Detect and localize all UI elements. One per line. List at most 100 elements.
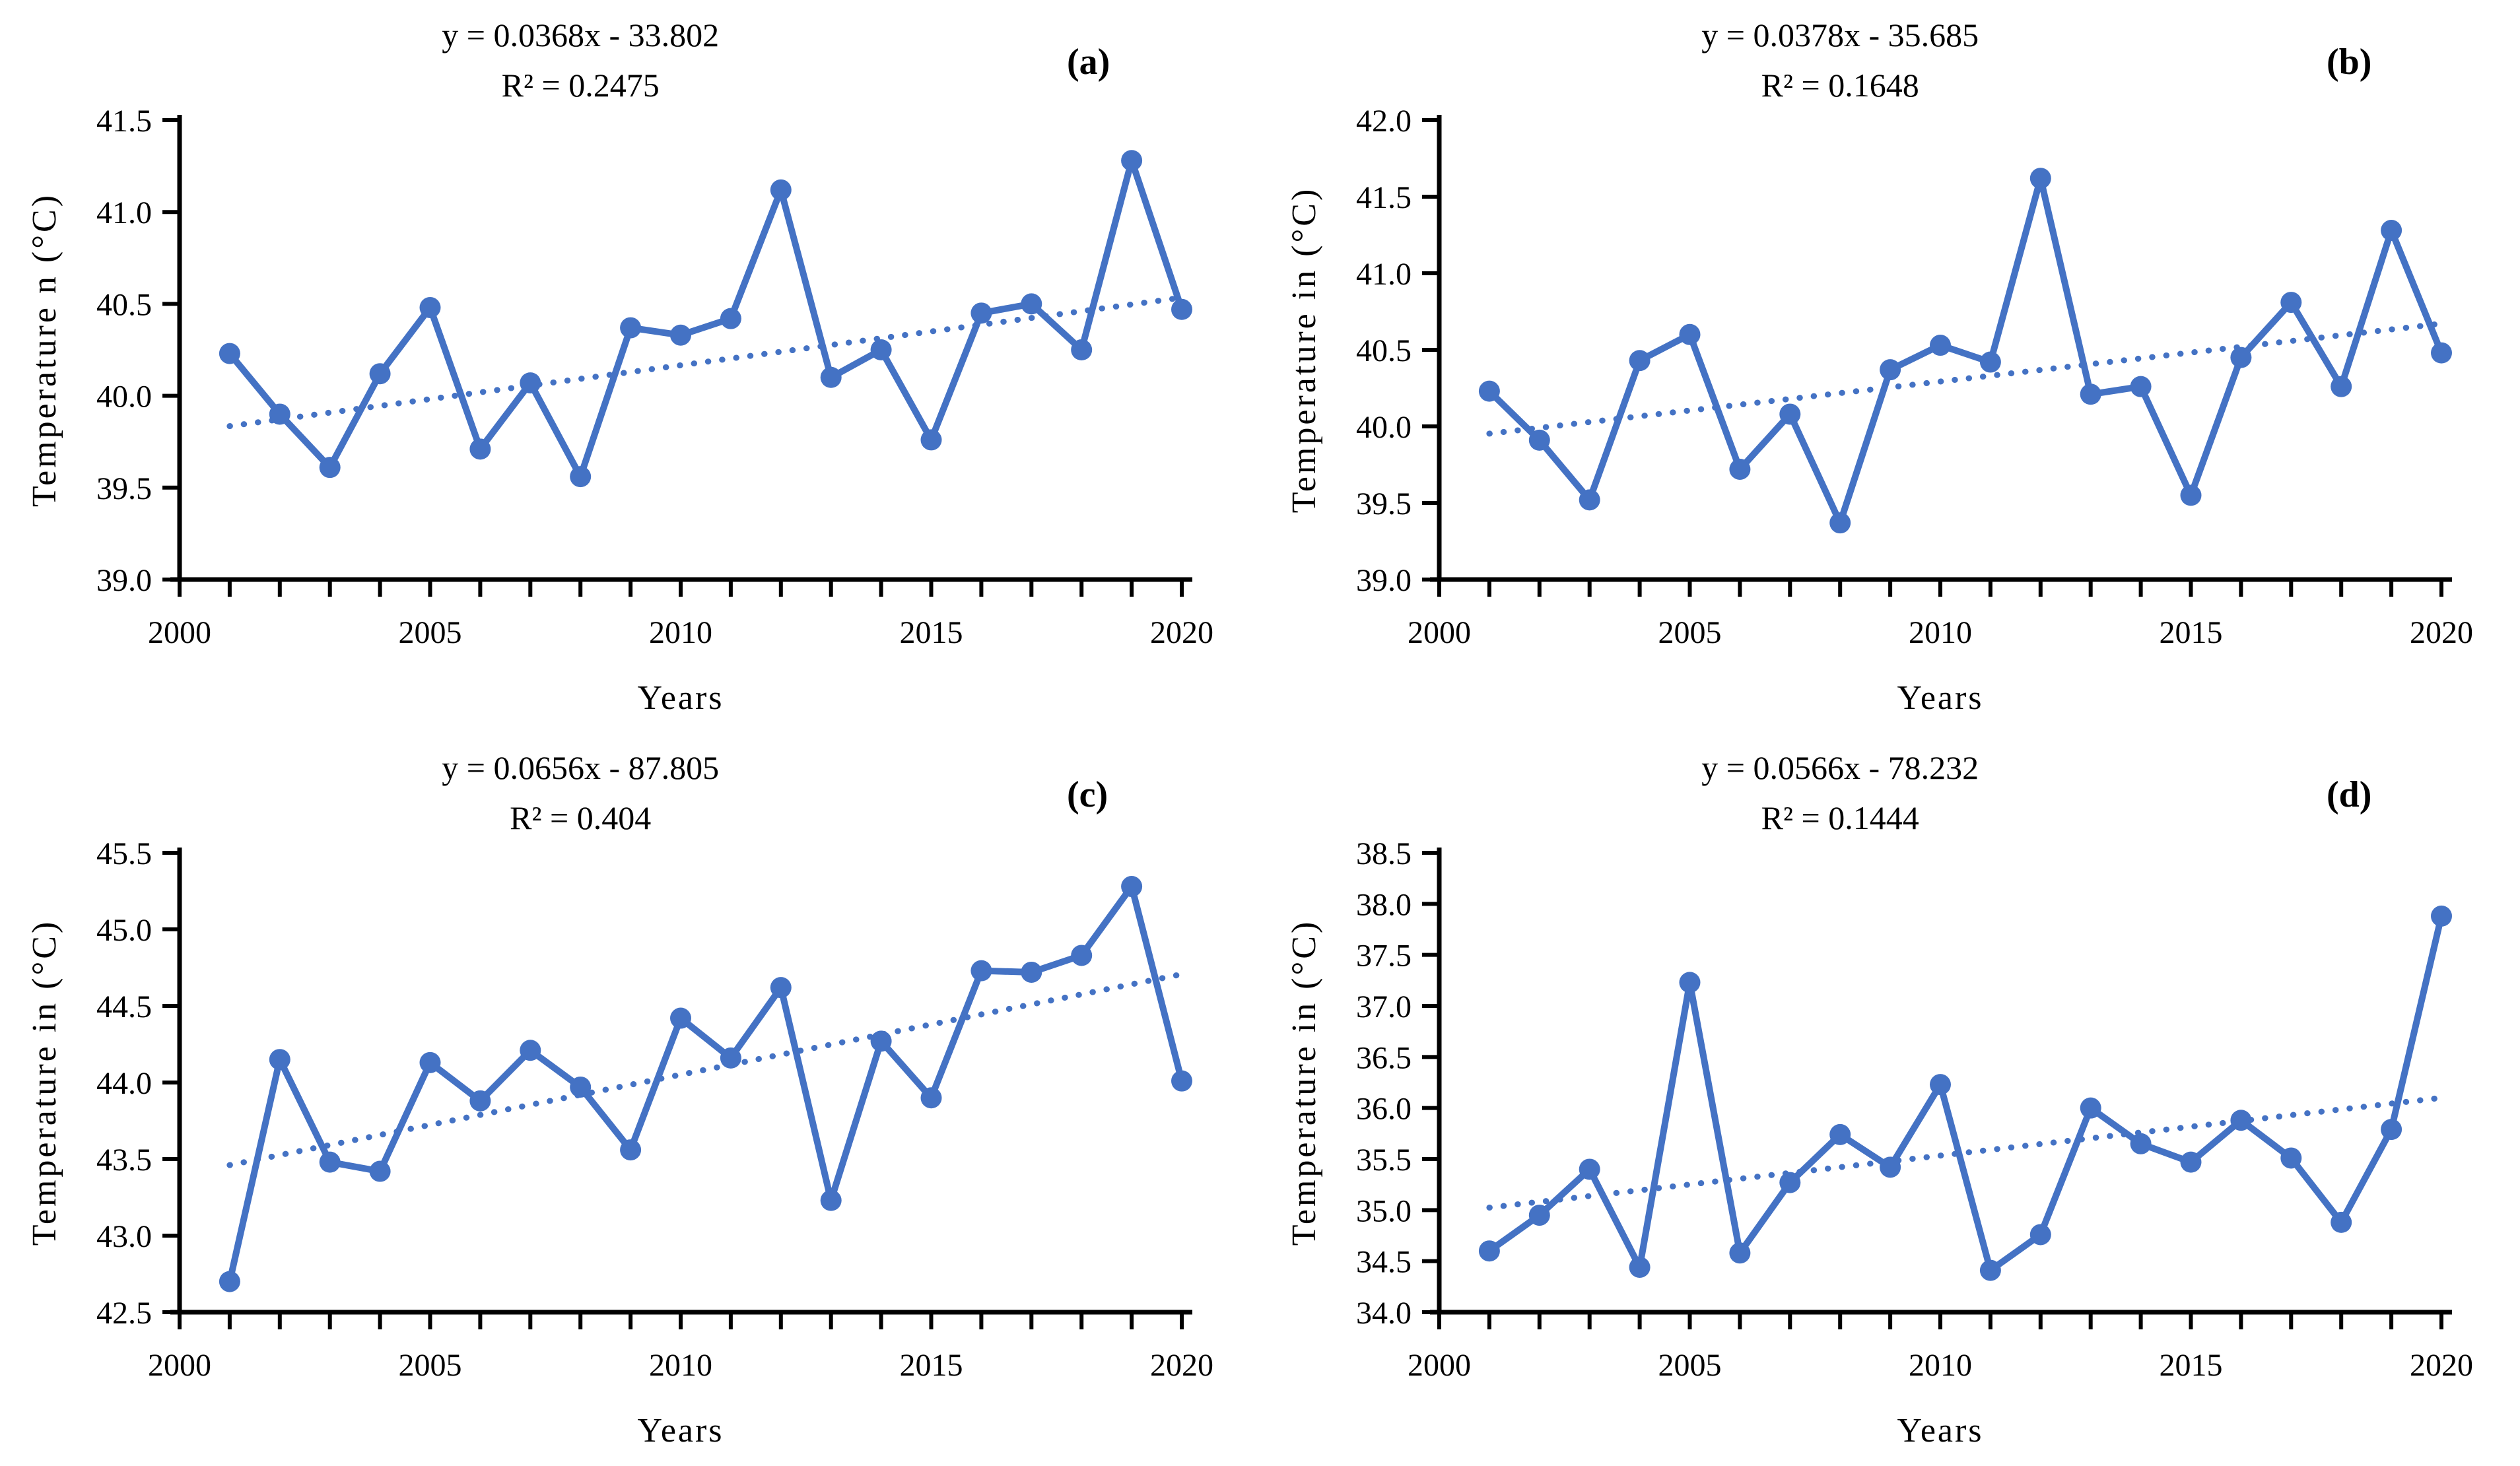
y-axis-tick-label: 39.0	[96, 563, 152, 598]
data-point-marker	[1629, 350, 1651, 372]
trendline	[226, 294, 1185, 430]
panel-label: (c)	[1067, 774, 1108, 815]
data-series-line	[1485, 175, 2445, 527]
y-axis-tick-label: 41.0	[96, 195, 152, 230]
y-axis-tick-label: 43.0	[96, 1219, 152, 1254]
x-axis-tick-label: 2010	[1909, 615, 1972, 650]
x-axis-tick-label: 2000	[148, 1348, 211, 1383]
data-point-marker	[1579, 1158, 1600, 1180]
y-axis-tick-label: 45.0	[96, 913, 152, 948]
x-axis-title: Years	[637, 679, 724, 717]
y-axis-tick-label: 43.5	[96, 1143, 152, 1178]
data-series-line	[226, 157, 1185, 481]
r-squared-label: R² = 0.1444	[1761, 799, 1919, 836]
data-point-marker	[1579, 489, 1600, 511]
data-point-marker	[720, 1047, 741, 1069]
y-axis-title: Temperature in (°C)	[1285, 187, 1323, 514]
x-axis-title: Years	[1897, 679, 1983, 717]
x-axis-tick-label: 2020	[2410, 615, 2473, 650]
data-point-marker	[620, 1139, 642, 1161]
chart-svg-d: y = 0.0566x - 78.232 R² = 0.1444 (d) 34.0 34…	[1285, 749, 2473, 1449]
data-point-marker	[1979, 351, 2001, 373]
data-point-marker	[2180, 484, 2202, 506]
data-point-marker	[620, 317, 642, 339]
x-axis-tick-label: 2020	[2410, 1348, 2473, 1383]
data-series-line	[226, 883, 1185, 1285]
x-axis-tick-label: 2020	[1150, 615, 1213, 650]
data-point-marker	[2331, 376, 2352, 397]
data-point-marker	[820, 366, 842, 388]
trendline-equation-label: y = 0.0378x - 35.685	[1701, 17, 1979, 53]
chart-svg-b: y = 0.0378x - 35.685 R² = 0.1648 (b) 39.0 39…	[1285, 17, 2473, 717]
y-axis-tick-label: 44.5	[96, 989, 152, 1024]
data-point-marker	[1930, 1074, 1951, 1096]
data-point-marker	[1021, 293, 1042, 315]
data-point-marker	[1528, 429, 1550, 451]
x-axis-title: Years	[637, 1412, 724, 1449]
chart-panel-c: y = 0.0656x - 87.805 R² = 0.404 (c) 42.5 43.…	[0, 733, 1260, 1465]
data-point-marker	[1779, 1172, 1801, 1193]
data-point-marker	[2080, 383, 2101, 405]
y-axis-tick-label: 40.0	[1356, 410, 1412, 445]
data-point-marker	[920, 1087, 942, 1109]
panel-label: (a)	[1067, 42, 1110, 83]
y-axis-tick-label: 45.5	[96, 836, 152, 871]
panel-label: (b)	[2327, 42, 2371, 83]
data-point-marker	[570, 466, 592, 488]
data-point-marker	[520, 372, 541, 394]
data-point-marker	[269, 1049, 290, 1071]
data-point-marker	[770, 179, 792, 201]
y-axis-tick-label: 41.5	[96, 104, 152, 139]
trendline-equation-label: y = 0.0368x - 33.802	[442, 17, 719, 53]
data-point-marker	[1171, 1070, 1192, 1092]
chart-panel-b: y = 0.0378x - 35.685 R² = 0.1648 (b) 39.0 39…	[1260, 0, 2519, 733]
r-squared-label: R² = 0.1648	[1761, 67, 1919, 104]
data-point-marker	[2381, 220, 2402, 242]
data-point-marker	[1171, 298, 1192, 320]
y-axis-tick-label: 41.0	[1356, 257, 1412, 292]
data-point-marker	[2381, 1119, 2402, 1141]
data-point-marker	[1979, 1259, 2001, 1281]
x-axis-tick-label: 2015	[900, 1348, 963, 1383]
y-axis-title: Temperature n (°C)	[26, 193, 63, 507]
panel-label: (d)	[2327, 774, 2371, 815]
data-point-marker	[1880, 359, 1901, 381]
y-axis-tick-label: 34.0	[1356, 1296, 1412, 1331]
data-point-marker	[1629, 1256, 1651, 1278]
data-point-marker	[971, 960, 992, 982]
data-point-marker	[2180, 1151, 2202, 1173]
data-point-marker	[2230, 347, 2252, 368]
trendline-equation-label: y = 0.0566x - 78.232	[1701, 749, 1979, 786]
data-point-marker	[2280, 1147, 2302, 1169]
data-point-marker	[2431, 342, 2452, 364]
trendline-equation-label: y = 0.0656x - 87.805	[442, 749, 719, 786]
y-axis-tick-label: 40.5	[1356, 333, 1412, 368]
y-axis-title: Temperature in (°C)	[1285, 919, 1323, 1246]
x-axis-tick-label: 2010	[1909, 1348, 1972, 1383]
x-axis-tick-label: 2005	[399, 615, 462, 650]
data-point-marker	[2230, 1110, 2252, 1131]
x-axis-tick-label: 2015	[2160, 1348, 2223, 1383]
data-point-marker	[2280, 292, 2302, 314]
data-point-marker	[2130, 376, 2152, 397]
y-axis-tick-label: 38.0	[1356, 887, 1412, 922]
y-axis-tick-label: 42.0	[1356, 104, 1412, 139]
chart-panel-d: y = 0.0566x - 78.232 R² = 0.1444 (d) 34.0 34…	[1260, 733, 2519, 1465]
data-point-marker	[319, 1151, 341, 1173]
x-axis-tick-label: 2010	[649, 615, 712, 650]
data-point-marker	[1478, 1240, 1500, 1262]
x-axis-tick-label: 2005	[1658, 1348, 1722, 1383]
data-point-marker	[1121, 150, 1143, 172]
data-point-marker	[670, 324, 691, 346]
y-axis-tick-label: 39.5	[1356, 486, 1412, 521]
x-axis-tick-label: 2020	[1150, 1348, 1213, 1383]
data-point-marker	[1071, 339, 1093, 360]
data-point-marker	[1829, 512, 1851, 534]
data-point-marker	[2130, 1133, 2152, 1154]
data-point-marker	[2431, 905, 2452, 927]
r-squared-label: R² = 0.404	[510, 799, 651, 836]
data-point-marker	[1930, 335, 1951, 356]
chart-panel-a: y = 0.0368x - 33.802 R² = 0.2475 (a) 39.0 39…	[0, 0, 1260, 733]
data-point-marker	[720, 308, 741, 329]
data-point-marker	[670, 1007, 691, 1029]
